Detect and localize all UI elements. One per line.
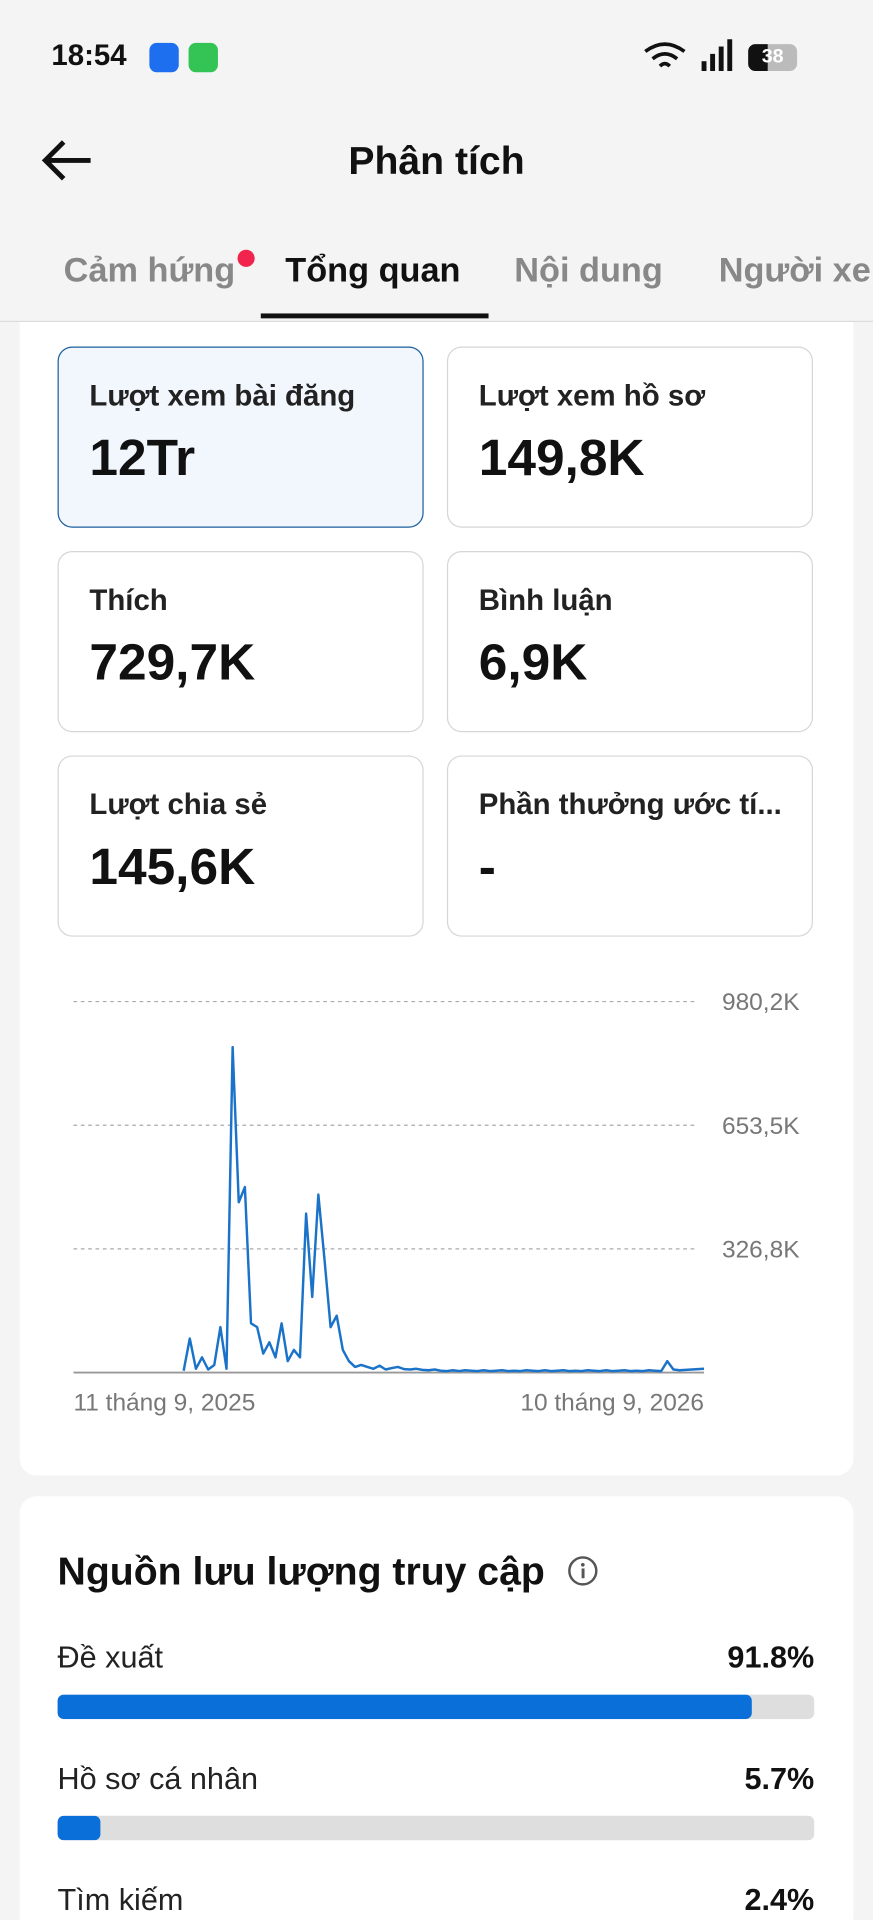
tab[interactable]: Nội dung (514, 251, 663, 289)
bar (57, 1815, 101, 1841)
zalo-icon (149, 42, 179, 73)
metric-value: 729,7K (89, 633, 256, 691)
status-time: 18:54 (51, 39, 127, 73)
metric-label: Bình luận (478, 584, 613, 618)
tab[interactable]: Cảm hứng (63, 251, 236, 289)
notification-dot (237, 249, 255, 267)
metric-card[interactable]: Thích 729,7K (57, 550, 424, 733)
metric-label: Lượt xem hồ sơ (478, 379, 706, 413)
metric-label: Lượt chia sẻ (89, 788, 268, 822)
data-line (182, 1045, 705, 1373)
metric-value: 6,9K (478, 633, 588, 691)
message-icon (188, 42, 218, 73)
signal-icons (644, 39, 733, 72)
metric-label: Lượt xem bài đăng (89, 379, 356, 413)
metric-card[interactable]: Phần thưởng ước tí... - (446, 755, 814, 937)
traffic-title: Nguồn lưu lượng truy cập (57, 1548, 545, 1593)
line-chart: 326,8K 653,5K 980,2K 11 tháng 9, 2025 10 thá… (73, 989, 800, 1417)
metric-value: 149,8K (478, 428, 645, 487)
metric-card[interactable]: Lượt chia sẻ 145,6K (57, 755, 424, 937)
tab[interactable]: Người xem (718, 251, 873, 289)
tab-indicator (260, 313, 489, 319)
y-tick-label: 326,8K (722, 1236, 800, 1263)
battery-level: 38 (761, 46, 784, 68)
metric-value: 12Tr (89, 428, 196, 487)
bar-track (57, 1815, 815, 1841)
metric-card[interactable]: Lượt xem bài đăng 12Tr (57, 346, 424, 528)
traffic-value: 2.4% (744, 1883, 815, 1918)
traffic-label: Tìm kiếm (57, 1883, 184, 1918)
metric-label: Thích (89, 584, 168, 618)
bar (57, 1694, 753, 1720)
traffic-label: Hồ sơ cá nhân (57, 1761, 259, 1797)
metric-card[interactable]: Lượt xem hồ sơ 149,8K (446, 346, 814, 528)
traffic-value: 5.7% (744, 1761, 815, 1797)
metric-label: Phần thưởng ước tí... (478, 788, 782, 822)
divider (0, 320, 873, 323)
header-title: Phân tích (348, 138, 525, 183)
bar-track (57, 1694, 815, 1720)
x-tick-label: 10 tháng 9, 2026 (520, 1390, 704, 1417)
tab-active[interactable]: Tổng quan (285, 251, 461, 289)
back-button[interactable] (39, 137, 98, 186)
metric-card[interactable]: Bình luận 6,9K (446, 550, 814, 733)
traffic-value: 91.8% (727, 1640, 815, 1675)
metric-value: - (478, 837, 496, 896)
x-tick-label: 11 tháng 9, 2025 (73, 1390, 255, 1417)
metric-value: 145,6K (89, 837, 256, 896)
traffic-label: Đề xuất (57, 1640, 164, 1675)
y-tick-label: 653,5K (722, 1113, 800, 1140)
info-icon[interactable] (567, 1555, 601, 1589)
battery: 38 (748, 44, 798, 72)
y-tick-label: 980,2K (722, 989, 800, 1016)
